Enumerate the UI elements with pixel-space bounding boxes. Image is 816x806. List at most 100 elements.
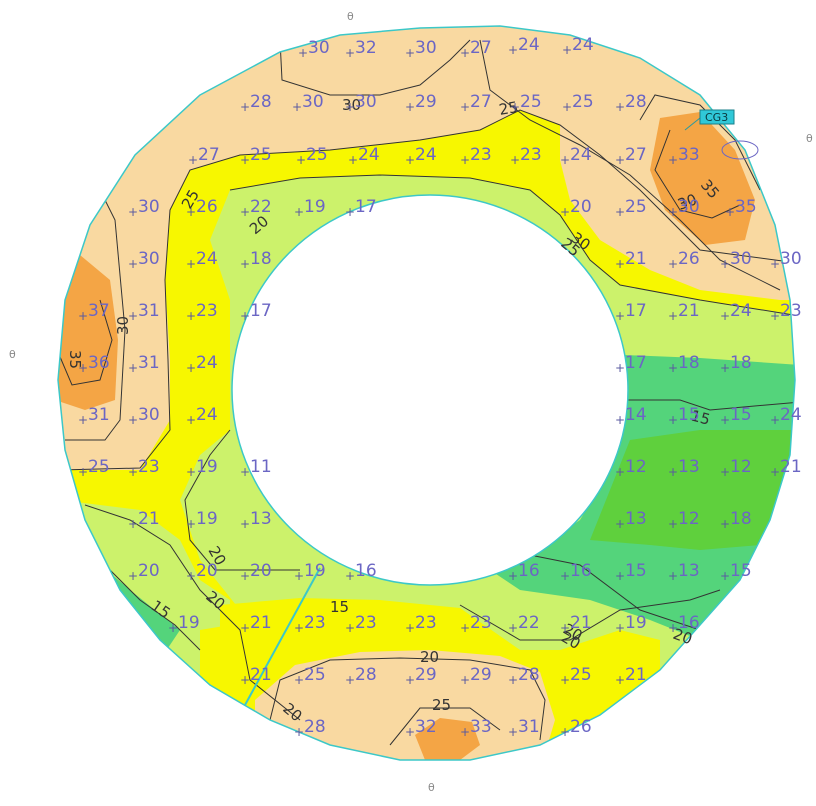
point-value: 22 [250, 197, 272, 217]
point-marker: + [460, 46, 470, 60]
point-value: 25 [88, 457, 110, 477]
contour-line-25-bottom [269, 657, 546, 741]
point-marker: + [296, 153, 306, 167]
point-marker: + [128, 309, 138, 323]
contour-label: 35 [66, 350, 84, 369]
point-marker: + [294, 569, 304, 583]
point-value: 25 [520, 92, 542, 112]
contour-label: 15 [330, 598, 349, 616]
point-marker: + [460, 725, 470, 739]
point-marker: + [78, 465, 88, 479]
point-marker: + [668, 413, 678, 427]
point-marker: + [128, 205, 138, 219]
point-marker: + [345, 621, 355, 635]
point-value: 24 [196, 353, 218, 373]
point-value: 29 [415, 665, 437, 685]
point-marker: + [668, 517, 678, 531]
callout-label: CG3 [705, 111, 728, 124]
point-marker: + [240, 673, 250, 687]
point-marker: + [405, 100, 415, 114]
point-value: 15 [625, 561, 647, 581]
point-value: 21 [138, 509, 160, 529]
point-marker: + [508, 621, 518, 635]
point-marker: + [240, 257, 250, 271]
point-marker: + [78, 309, 88, 323]
point-value: 18 [730, 509, 752, 529]
point-marker: + [294, 205, 304, 219]
zone-lt12-core [590, 430, 795, 550]
point-value: 20 [250, 561, 272, 581]
point-value: 11 [250, 457, 272, 477]
point-value: 23 [196, 301, 218, 321]
section-line [244, 567, 321, 706]
point-marker: + [460, 621, 470, 635]
point-value: 13 [678, 457, 700, 477]
point-value: 25 [250, 145, 272, 165]
point-marker: + [615, 673, 625, 687]
contour-label: 30 [675, 190, 699, 213]
point-marker: + [668, 153, 678, 167]
point-value: 23 [355, 613, 377, 633]
edge-marker-bottom: θ [428, 781, 435, 794]
point-value: 27 [625, 145, 647, 165]
point-marker: + [240, 205, 250, 219]
point-marker: + [720, 569, 730, 583]
point-value: 20 [196, 561, 218, 581]
point-value: 25 [625, 197, 647, 217]
point-value: 13 [678, 561, 700, 581]
point-value: 23 [470, 613, 492, 633]
point-marker: + [186, 413, 196, 427]
point-value: 23 [304, 613, 326, 633]
point-value: 26 [678, 249, 700, 269]
point-marker: + [348, 153, 358, 167]
point-marker: + [615, 621, 625, 635]
point-marker: + [562, 100, 572, 114]
point-value: 13 [250, 509, 272, 529]
point-value: 27 [470, 92, 492, 112]
point-marker: + [668, 205, 678, 219]
point-marker: + [128, 517, 138, 531]
point-marker: + [294, 673, 304, 687]
contour-line-20-left [184, 429, 300, 571]
point-marker: + [345, 673, 355, 687]
point-marker: + [508, 43, 518, 57]
point-value: 25 [572, 92, 594, 112]
contour-label: 25 [498, 98, 520, 119]
point-value: 25 [306, 145, 328, 165]
point-value: 29 [470, 665, 492, 685]
point-value: 21 [250, 665, 272, 685]
contour-line-30-bottom [389, 707, 501, 746]
contour-label: 20 [671, 625, 695, 648]
point-value: 28 [304, 717, 326, 737]
point-marker: + [240, 465, 250, 479]
point-marker: + [240, 569, 250, 583]
point-value: 21 [570, 613, 592, 633]
contour-line-20-inner [229, 174, 795, 317]
point-marker: + [460, 153, 470, 167]
point-value: 21 [250, 613, 272, 633]
point-marker: + [168, 621, 178, 635]
point-value: 30 [302, 92, 324, 112]
point-value: 30 [730, 249, 752, 269]
point-value: 13 [625, 509, 647, 529]
point-marker: + [725, 205, 735, 219]
point-marker: + [720, 361, 730, 375]
point-value: 17 [625, 353, 647, 373]
point-value: 35 [735, 197, 757, 217]
point-value: 27 [470, 38, 492, 58]
point-marker: + [560, 205, 570, 219]
contour-label: 25 [432, 696, 451, 714]
point-value: 31 [88, 405, 110, 425]
point-value: 18 [730, 353, 752, 373]
point-value: 23 [415, 613, 437, 633]
point-value: 24 [730, 301, 752, 321]
point-value: 24 [196, 405, 218, 425]
point-value: 30 [415, 38, 437, 58]
point-marker: + [186, 465, 196, 479]
point-marker: + [615, 309, 625, 323]
point-value: 36 [88, 353, 110, 373]
point-marker: + [562, 43, 572, 57]
point-value: 23 [470, 145, 492, 165]
point-marker: + [615, 465, 625, 479]
